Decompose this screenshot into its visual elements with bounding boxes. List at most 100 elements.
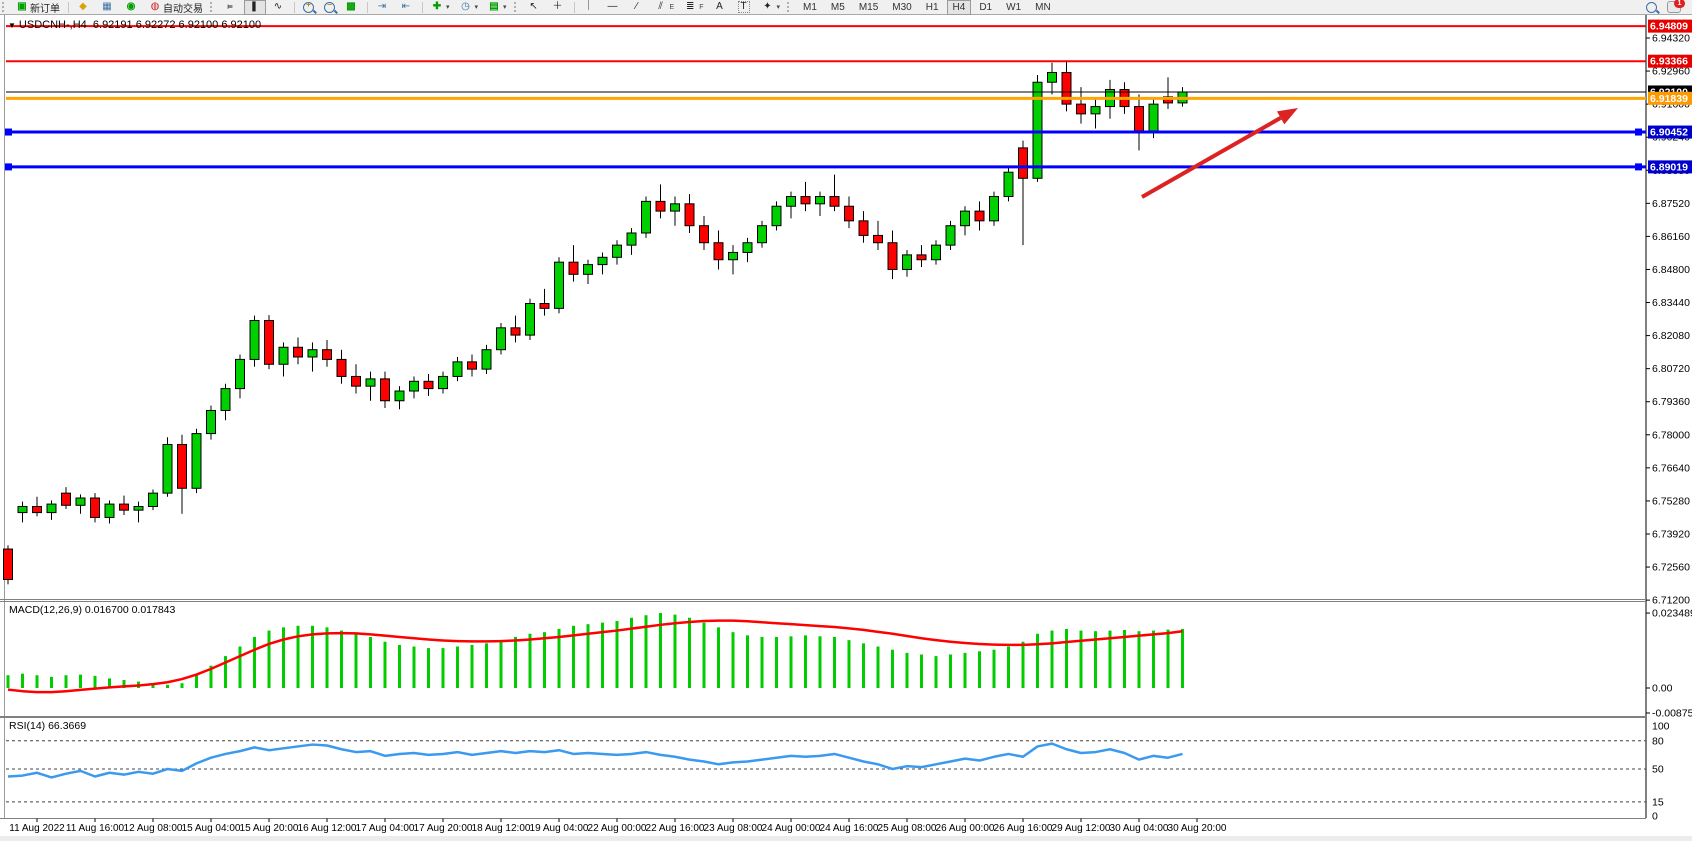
main-toolbar: ▣ 新订单 ◆ ▦ ◉ ◍ 自动交易 ⫢ ❚ ∿ + − ▩ ⇥ ⇤ ✚ ▾ ◷ ▾… bbox=[0, 0, 1692, 15]
svg-text:80: 80 bbox=[1652, 735, 1664, 747]
vertical-line-tool-button[interactable]: ｜ bbox=[579, 0, 601, 15]
timeframe-h1-button[interactable]: H1 bbox=[925, 1, 939, 13]
svg-text:26 Aug 00:00: 26 Aug 00:00 bbox=[936, 823, 995, 834]
auto-scroll-icon: ⇥ bbox=[377, 1, 387, 12]
svg-text:6.94809: 6.94809 bbox=[1650, 21, 1688, 33]
templates-button[interactable]: ▤ ▾ bbox=[484, 0, 511, 15]
timeframe-d1-button[interactable]: D1 bbox=[979, 1, 993, 13]
svg-text:0.023489: 0.023489 bbox=[1652, 608, 1692, 620]
timeframe-mn-button[interactable]: MN bbox=[1035, 1, 1051, 13]
fibonacci-icon: ≣ bbox=[686, 1, 695, 12]
svg-text:6.71200: 6.71200 bbox=[1652, 595, 1690, 607]
collapse-triangle-icon: ▼ bbox=[8, 21, 16, 30]
timeframe-w1-button[interactable]: W1 bbox=[1006, 1, 1022, 13]
timeframe-h4-button[interactable]: H4 bbox=[946, 0, 972, 15]
svg-text:6.83440: 6.83440 bbox=[1652, 297, 1690, 309]
chart-title: ▼ USDCNH-,H4 6.92191 6.92272 6.92100 6.92… bbox=[8, 19, 261, 31]
market-watch-button[interactable]: ◆ bbox=[73, 0, 95, 15]
fibonacci-tool-button[interactable]: ≣ F bbox=[680, 0, 707, 15]
vertical-line-icon: ｜ bbox=[583, 1, 594, 12]
zoom-in-icon: + bbox=[303, 0, 314, 13]
new-order-label: 新订单 bbox=[30, 3, 60, 15]
svg-text:6.78000: 6.78000 bbox=[1652, 429, 1690, 441]
svg-text:6.82080: 6.82080 bbox=[1652, 330, 1690, 342]
templates-icon: ▤ bbox=[489, 1, 499, 12]
candlestick-mode-button[interactable]: ❚ bbox=[244, 0, 266, 15]
svg-text:15 Aug 20:00: 15 Aug 20:00 bbox=[240, 823, 299, 834]
macd-indicator-label: MACD(12,26,9) 0.016700 0.017843 bbox=[9, 604, 176, 616]
svg-text:6.84800: 6.84800 bbox=[1652, 264, 1690, 276]
line-chart-icon: ∿ bbox=[273, 1, 283, 12]
svg-text:6.93366: 6.93366 bbox=[1650, 56, 1688, 68]
zoom-out-button[interactable]: − bbox=[320, 0, 339, 15]
periods-button[interactable]: ◷ ▾ bbox=[456, 0, 483, 15]
svg-text:-0.008754: -0.008754 bbox=[1652, 708, 1692, 720]
svg-text:29 Aug 12:00: 29 Aug 12:00 bbox=[1052, 823, 1111, 834]
svg-text:6.92960: 6.92960 bbox=[1652, 66, 1690, 78]
trend-arrow bbox=[1141, 108, 1298, 199]
new-order-button[interactable]: ▣ 新订单 bbox=[12, 0, 64, 15]
svg-text:6.87520: 6.87520 bbox=[1652, 198, 1690, 210]
timeframe-m15-button[interactable]: M15 bbox=[858, 1, 879, 13]
navigator-button[interactable]: ◉ bbox=[121, 0, 143, 15]
svg-text:6.94320: 6.94320 bbox=[1652, 33, 1690, 45]
chart-window-button[interactable]: ▦ bbox=[97, 0, 119, 15]
trendline-icon: ∕ bbox=[635, 1, 638, 12]
auto-scroll-button[interactable]: ⇥ bbox=[372, 0, 394, 15]
svg-text:0: 0 bbox=[1652, 811, 1658, 823]
svg-text:22 Aug 00:00: 22 Aug 00:00 bbox=[588, 823, 647, 834]
crosshair-tool-button[interactable]: ＋ bbox=[548, 0, 570, 15]
notifications-button[interactable]: 1 bbox=[1663, 0, 1685, 15]
chart-shift-icon: ⇤ bbox=[401, 1, 411, 12]
timeframe-m30-button[interactable]: M30 bbox=[892, 1, 912, 13]
macd-panel: 0.023489 0.00 -0.008754 bbox=[6, 608, 1692, 720]
hline-objects bbox=[5, 25, 1646, 171]
svg-text:11 Aug 16:00: 11 Aug 16:00 bbox=[66, 823, 125, 834]
equidistant-channel-icon: ⫽ bbox=[658, 1, 663, 12]
svg-text:100: 100 bbox=[1652, 721, 1670, 733]
toolbar-grip bbox=[2, 2, 9, 12]
svg-text:30 Aug 04:00: 30 Aug 04:00 bbox=[1110, 823, 1169, 834]
svg-text:25 Aug 08:00: 25 Aug 08:00 bbox=[878, 823, 937, 834]
chart-shift-button[interactable]: ⇤ bbox=[396, 0, 418, 15]
timeframe-m5-button[interactable]: M5 bbox=[830, 1, 845, 13]
channel-letter: E bbox=[669, 3, 675, 11]
periods-caret-icon: ▾ bbox=[474, 4, 479, 11]
cursor-icon: ↖ bbox=[529, 1, 538, 12]
svg-text:6.89019: 6.89019 bbox=[1650, 161, 1688, 173]
svg-text:6.75280: 6.75280 bbox=[1652, 495, 1690, 507]
svg-text:17 Aug 04:00: 17 Aug 04:00 bbox=[356, 823, 415, 834]
svg-text:6.86160: 6.86160 bbox=[1652, 231, 1690, 243]
channel-tool-button[interactable]: ⫽ E bbox=[651, 0, 679, 15]
svg-text:6.76640: 6.76640 bbox=[1652, 462, 1690, 474]
timeframe-m1-button[interactable]: M1 bbox=[803, 1, 817, 13]
rsi-indicator-label: RSI(14) 66.3669 bbox=[9, 720, 87, 732]
price-badge: 6.90452 bbox=[1648, 125, 1692, 139]
trendline-tool-button[interactable]: ∕ bbox=[627, 0, 649, 15]
autotrading-button[interactable]: ◍ 自动交易 bbox=[145, 0, 207, 15]
price-badge: 6.89019 bbox=[1648, 160, 1692, 174]
ohlc-readout: 6.92191 6.92272 6.92100 6.92100 bbox=[92, 19, 262, 31]
svg-text:50: 50 bbox=[1652, 764, 1664, 776]
search-button[interactable] bbox=[1642, 0, 1661, 15]
text-tool-button[interactable]: A bbox=[710, 0, 732, 15]
svg-text:6.91839: 6.91839 bbox=[1650, 93, 1688, 105]
horizontal-line-tool-button[interactable]: — bbox=[603, 0, 625, 15]
zoom-in-button[interactable]: + bbox=[299, 0, 318, 15]
svg-text:22 Aug 16:00: 22 Aug 16:00 bbox=[646, 823, 705, 834]
label-tool-button[interactable]: T bbox=[734, 0, 756, 15]
svg-text:23 Aug 08:00: 23 Aug 08:00 bbox=[704, 823, 763, 834]
templates-caret-icon: ▾ bbox=[503, 4, 507, 11]
rsi-panel: 100 80 50 15 0 bbox=[6, 721, 1670, 823]
svg-text:6.79360: 6.79360 bbox=[1652, 396, 1690, 408]
shapes-tool-button[interactable]: ✦ ▾ bbox=[758, 0, 785, 15]
indicators-button[interactable]: ✚ ▾ bbox=[427, 0, 454, 15]
chart-window-icon: ▦ bbox=[102, 1, 112, 12]
cursor-tool-button[interactable]: ↖ bbox=[524, 0, 546, 15]
bar-chart-mode-button[interactable]: ⫢ bbox=[220, 0, 242, 15]
line-chart-mode-button[interactable]: ∿ bbox=[268, 0, 290, 15]
tile-windows-button[interactable]: ▩ bbox=[341, 0, 363, 15]
svg-text:6.80720: 6.80720 bbox=[1652, 363, 1690, 375]
svg-text:19 Aug 04:00: 19 Aug 04:00 bbox=[530, 823, 589, 834]
